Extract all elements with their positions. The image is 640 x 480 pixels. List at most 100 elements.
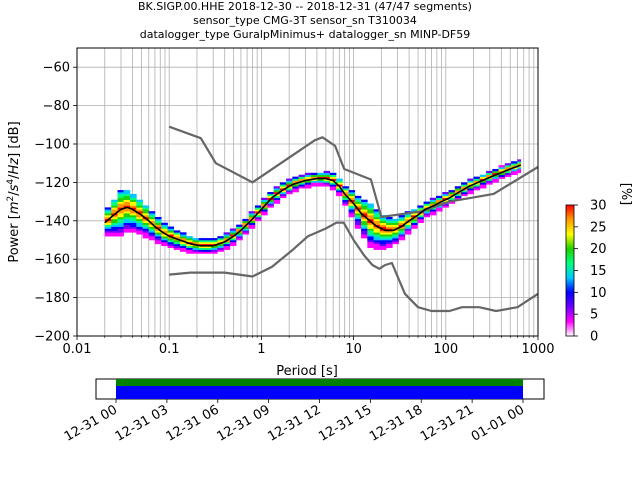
psd-density-cell [304,172,312,176]
psd-density-cell [123,230,131,233]
psd-density-cell [117,203,124,206]
psd-density-cell [429,201,437,204]
psd-density-cell [142,222,150,225]
psd-density-cell [129,193,137,197]
psd-density-cell [404,232,412,235]
x-tick-label: 100 [433,342,458,357]
psd-density-cell [336,182,343,185]
psd-density-cell [379,220,387,224]
psd-density-cell [448,193,456,197]
plot-area: 0.01 0.1 1 10 100 1000 −60 −80 −100 −120 −140 −160… [34,47,555,357]
psd-density-cell [386,228,393,231]
psd-density-cell [504,174,512,177]
psd-density-cell [467,190,474,193]
chart-title-line-3: datalogger_type GuralpMinimus+ datalogge… [140,28,471,41]
psd-density-cell [386,232,393,235]
psd-density-cell [479,176,487,179]
psd-density-cell [161,230,168,233]
psd-density-cell [348,207,356,210]
psd-density-cell [379,232,387,235]
psd-density-cell [398,220,406,224]
psd-density-cell [217,240,224,243]
psd-density-cell [517,167,522,170]
psd-density-cell [348,195,356,199]
psd-density-cell [254,205,262,208]
psd-density-cell [479,174,487,177]
psd-density-cell [511,161,518,164]
psd-density-cell [411,222,418,225]
psd-density-cell [229,234,237,237]
noise-model-curves [168,125,539,313]
psd-density-cell [142,228,150,231]
psd-density-cell [136,209,143,212]
y-tick-label: −140 [34,214,70,229]
psd-density-cell [404,216,412,220]
psd-density-cell [154,241,162,245]
psd-density-cell [429,199,437,202]
psd-density-cell [254,207,262,210]
timeline-tick-label: 12-31 12 [265,402,323,444]
psd-density-cell [423,211,431,214]
psd-density-cell [229,232,237,235]
psd-density-cell [411,226,418,229]
psd-density-cell [298,174,306,177]
psd-density-cell [367,205,374,208]
psd-density-cell [117,222,124,225]
psd-density-cell [186,245,193,248]
psd-density-cell [442,192,449,195]
psd-density-cell [461,192,468,195]
psd-density-cell [117,195,124,199]
psd-density-cell [180,232,187,235]
psd-density-cell [142,211,150,214]
psd-density-cell [229,238,237,241]
psd-density-cell [236,238,243,241]
psd-density-cell [398,234,406,237]
psd-density-cell [242,230,249,233]
psd-density-cell [142,213,150,216]
psd-density-cell [279,182,287,185]
psd-density-cell [386,243,393,247]
psd-density-cell [292,178,299,181]
psd-density-cell [367,213,374,216]
psd-density-cell [492,170,499,174]
psd-density-cell [161,234,168,237]
psd-density-cell [167,234,175,237]
psd-density-cell [111,211,118,214]
psd-density-cell [367,232,374,235]
psd-density-cell [129,230,137,233]
psd-density-cell [392,224,399,227]
psd-density-cell [304,184,312,187]
psd-density-cell [404,218,412,222]
psd-density-cell [511,168,518,172]
psd-density-cell [348,192,356,195]
psd-density-cell [186,240,193,243]
psd-density-cell [142,230,150,233]
psd-density-cell [379,245,387,248]
colorbar-tick-label: 30 [590,199,607,214]
psd-density-cell [279,184,287,187]
psd-density-cell [223,245,231,248]
psd-density-cell [392,218,399,222]
psd-density-cell [311,180,318,183]
psd-density-cell [511,172,518,176]
psd-density-cell [367,243,374,247]
psd-density-cell [298,186,306,189]
psd-density-cell [123,222,131,225]
psd-density-cell [342,190,349,193]
psd-density-cell [261,199,268,202]
psd-density-cell [273,190,281,193]
psd-density-cell [492,172,499,176]
psd-density-cell [379,218,387,222]
psd-density-cell [336,188,343,191]
psd-density-cell [223,247,231,250]
psd-density-cell [392,230,399,233]
psd-density-cell [467,186,474,189]
psd-density-cell [479,180,487,183]
psd-density-cell [117,192,124,195]
psd-density-cell [136,222,143,225]
psd-density-cell [354,218,362,222]
psd-density-cell [167,245,175,248]
psd-density-cell [136,226,143,229]
psd-density-cell [148,220,156,224]
psd-density-cell [286,182,293,185]
